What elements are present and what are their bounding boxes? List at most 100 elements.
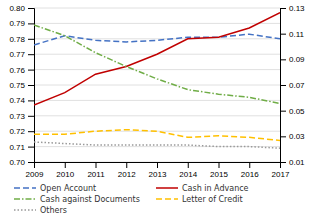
legend-label: Cash in Advance [182, 184, 249, 193]
series-line [34, 142, 280, 148]
grid-line [34, 85, 280, 86]
series-line [34, 25, 280, 104]
tick: 0.80 [9, 4, 34, 13]
grid [34, 8, 280, 162]
tick: 0.79 [9, 19, 34, 28]
tick-label: 0.09 [289, 55, 305, 64]
tick-label: 0.73 [9, 112, 25, 121]
tick-label: 0.74 [9, 96, 25, 105]
y-axis: 0.70 0.71 0.72 0.73 0.74 0.75 0.76 0.77 0.78 0.79… [9, 4, 34, 167]
tick-mark [280, 85, 286, 86]
tick: 0.72 [9, 127, 34, 136]
tick-label: 2009 [26, 170, 44, 179]
tick-mark [249, 162, 250, 168]
legend-swatch [14, 187, 36, 189]
tick-mark [28, 39, 34, 40]
chart: 2009 2010 2011 2012 2013 2014 2015 2016 2017 0.70… [0, 0, 312, 224]
legend-swatch [14, 198, 36, 200]
legend-swatch [156, 198, 178, 200]
tick-label: 0.75 [9, 81, 25, 90]
tick: 2010 [56, 162, 74, 179]
tick-label: 2011 [87, 170, 105, 179]
tick-label: 2013 [149, 170, 167, 179]
legend-swatch [14, 209, 36, 211]
grid-line [34, 100, 280, 101]
tick: 2013 [149, 162, 167, 179]
tick-mark [28, 116, 34, 117]
tick: 0.13 [280, 4, 305, 13]
tick-label: 0.76 [9, 66, 25, 75]
tick-mark [280, 136, 286, 137]
tick-mark [96, 162, 97, 168]
tick-mark [28, 131, 34, 132]
legend-swatch [156, 187, 178, 189]
tick-label: 0.01 [289, 158, 305, 167]
tick-label: 2010 [56, 170, 74, 179]
tick-label: 0.78 [9, 35, 25, 44]
tick-label: 0.11 [289, 30, 305, 39]
tick: 0.75 [9, 81, 34, 90]
tick-label: 2016 [241, 170, 259, 179]
tick: 2012 [118, 162, 136, 179]
axis-line [281, 9, 287, 163]
grid-line [34, 69, 280, 70]
axis-line [28, 9, 35, 163]
tick-label: 2012 [118, 170, 136, 179]
grid-line [34, 23, 280, 24]
legend-item: Letter of Credit [156, 195, 243, 204]
tick: 0.78 [9, 35, 34, 44]
tick-mark [28, 54, 34, 55]
tick: 0.07 [280, 81, 305, 90]
tick-mark [126, 162, 127, 168]
tick-mark [280, 59, 286, 60]
tick: 2009 [26, 162, 44, 179]
tick-mark [65, 162, 66, 168]
grid-line [34, 146, 280, 147]
tick-mark [28, 85, 34, 86]
grid-line [34, 131, 280, 132]
tick-mark [28, 8, 34, 9]
tick: 0.70 [9, 158, 34, 167]
plot: 2009 2010 2011 2012 2013 2014 2015 2016 2017 0.70… [9, 4, 305, 179]
tick-label: 0.70 [9, 158, 25, 167]
series-line [34, 130, 280, 141]
tick-mark [28, 162, 34, 163]
tick-label: 0.03 [289, 132, 305, 141]
grid-line [34, 8, 280, 9]
tick-label: 0.71 [9, 143, 25, 152]
lines [34, 13, 280, 149]
legend-label: Others [40, 206, 67, 215]
tick-label: 0.07 [289, 81, 305, 90]
tick: 0.09 [280, 55, 305, 64]
tick-label: 0.77 [9, 50, 25, 59]
tick: 2017 [272, 162, 290, 179]
tick-label: 0.72 [9, 127, 25, 136]
tick: 0.74 [9, 96, 34, 105]
tick-mark [188, 162, 189, 168]
legend-label: Letter of Credit [182, 195, 243, 204]
tick: 0.71 [9, 143, 34, 152]
legend: Open Account Cash in Advance Cash against … [14, 184, 249, 215]
tick: 2014 [179, 162, 197, 179]
legend-item: Cash against Documents [14, 195, 140, 204]
tick-label: 0.79 [9, 19, 25, 28]
tick-mark [280, 162, 286, 163]
y2-axis: 0.01 0.03 0.05 0.07 0.09 0.11 0.13 [280, 4, 305, 167]
tick-label: 0.05 [289, 107, 305, 116]
legend-label: Cash against Documents [40, 195, 140, 204]
tick-mark [28, 100, 34, 101]
tick: 0.01 [280, 158, 305, 167]
tick-mark [219, 162, 220, 168]
x-axis: 2009 2010 2011 2012 2013 2014 2015 2016 2017 [26, 162, 290, 179]
legend-item: Open Account [14, 184, 96, 193]
tick-mark [28, 147, 34, 148]
tick-mark [280, 111, 286, 112]
tick: 2016 [241, 162, 259, 179]
tick: 0.11 [280, 30, 305, 39]
tick: 2011 [87, 162, 105, 179]
tick-mark [28, 23, 34, 24]
tick-mark [280, 8, 286, 9]
tick: 2015 [210, 162, 228, 179]
tick: 0.03 [280, 132, 305, 141]
tick: 0.73 [9, 112, 34, 121]
